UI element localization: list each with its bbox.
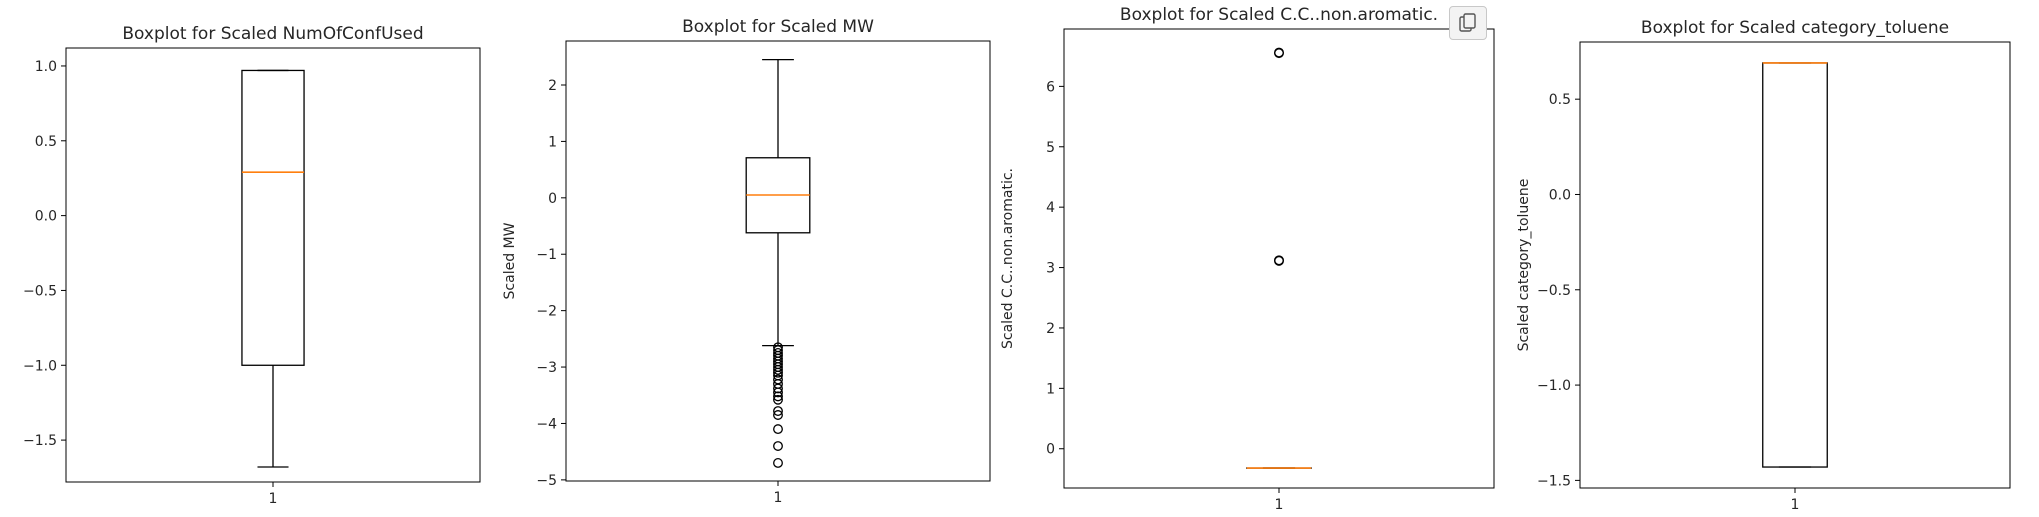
y-tick-label: 2 <box>548 78 557 94</box>
axes-frame <box>1063 28 1495 489</box>
outlier-point <box>773 394 783 405</box>
y-tick-label: 1 <box>1046 381 1055 397</box>
axes-frame <box>1579 41 2011 489</box>
y-tick-label: −1.0 <box>23 358 57 374</box>
outlier-point <box>773 457 783 468</box>
y-tick-label: 0.0 <box>35 209 57 225</box>
y-tick-label: −4 <box>536 416 557 432</box>
y-tick-label: 0 <box>1046 442 1055 458</box>
outlier-point <box>1274 47 1284 58</box>
y-tick-label: −1.5 <box>1537 473 1571 489</box>
axes-frame <box>65 47 481 483</box>
chart-title: Boxplot for Scaled MW <box>682 17 874 37</box>
copy-icon <box>1459 13 1476 32</box>
y-tick-label: −1 <box>536 247 557 263</box>
x-tick-label: 1 <box>1275 497 1284 513</box>
y-tick-label: 0 <box>548 191 557 207</box>
box <box>1762 62 1828 468</box>
box <box>241 69 305 366</box>
chart-title: Boxplot for Scaled NumOfConfUsed <box>122 24 423 44</box>
outlier-point <box>1274 255 1284 266</box>
y-tick-label: −1.5 <box>23 433 57 449</box>
y-tick-label: 5 <box>1046 140 1055 156</box>
y-tick-label: 0.5 <box>1549 92 1571 108</box>
y-tick-label: 3 <box>1046 261 1055 277</box>
y-tick-label: −0.5 <box>1537 283 1571 299</box>
outlier-point <box>773 441 783 451</box>
x-tick-label: 1 <box>1791 497 1800 513</box>
y-tick-label: −1.0 <box>1537 378 1571 394</box>
y-tick-label: −2 <box>536 304 557 320</box>
y-tick-label: 1 <box>548 134 557 150</box>
x-tick-label: 1 <box>269 491 278 507</box>
chart-title: Boxplot for Scaled category_toluene <box>1641 18 1949 38</box>
outlier-point <box>773 391 783 402</box>
outlier-point <box>773 383 783 394</box>
chart-3: Boxplot for Scaled C.C..non.aromatic. Sca… <box>1000 5 1495 513</box>
axes-frame <box>565 40 991 482</box>
y-axis-label: Scaled MW <box>502 222 518 299</box>
y-tick-label: −5 <box>536 473 557 489</box>
outlier-point <box>773 387 783 398</box>
y-tick-label: 4 <box>1046 200 1055 216</box>
chart-title: Boxplot for Scaled C.C..non.aromatic. <box>1120 5 1438 25</box>
y-tick-label: 6 <box>1046 79 1055 95</box>
y-tick-label: 2 <box>1046 321 1055 337</box>
x-tick-label: 1 <box>774 490 783 506</box>
y-tick-label: 1.0 <box>35 59 57 75</box>
copy-output-button[interactable] <box>1449 6 1487 40</box>
y-axis-label: Scaled C.C..non.aromatic. <box>1000 168 1016 349</box>
outlier-point <box>773 367 783 378</box>
y-axis-label: Scaled category_toluene <box>1516 179 1532 352</box>
outlier-point <box>773 364 783 375</box>
chart-2: Boxplot for Scaled MW Scaled MW 2 1 0 −1 −2 −3 −… <box>502 17 991 506</box>
chart-4: Boxplot for Scaled category_toluene Scale… <box>1516 18 2011 513</box>
y-tick-label: 0.0 <box>1549 187 1571 203</box>
outlier-point <box>773 410 783 420</box>
y-tick-label: 0.5 <box>35 134 57 150</box>
chart-1: Boxplot for Scaled NumOfConfUsed 1.0 0.5 0.… <box>23 24 481 507</box>
outlier-point <box>773 406 783 417</box>
y-tick-label: −0.5 <box>23 283 57 299</box>
outlier-point <box>773 424 783 435</box>
y-tick-label: −3 <box>536 360 557 376</box>
